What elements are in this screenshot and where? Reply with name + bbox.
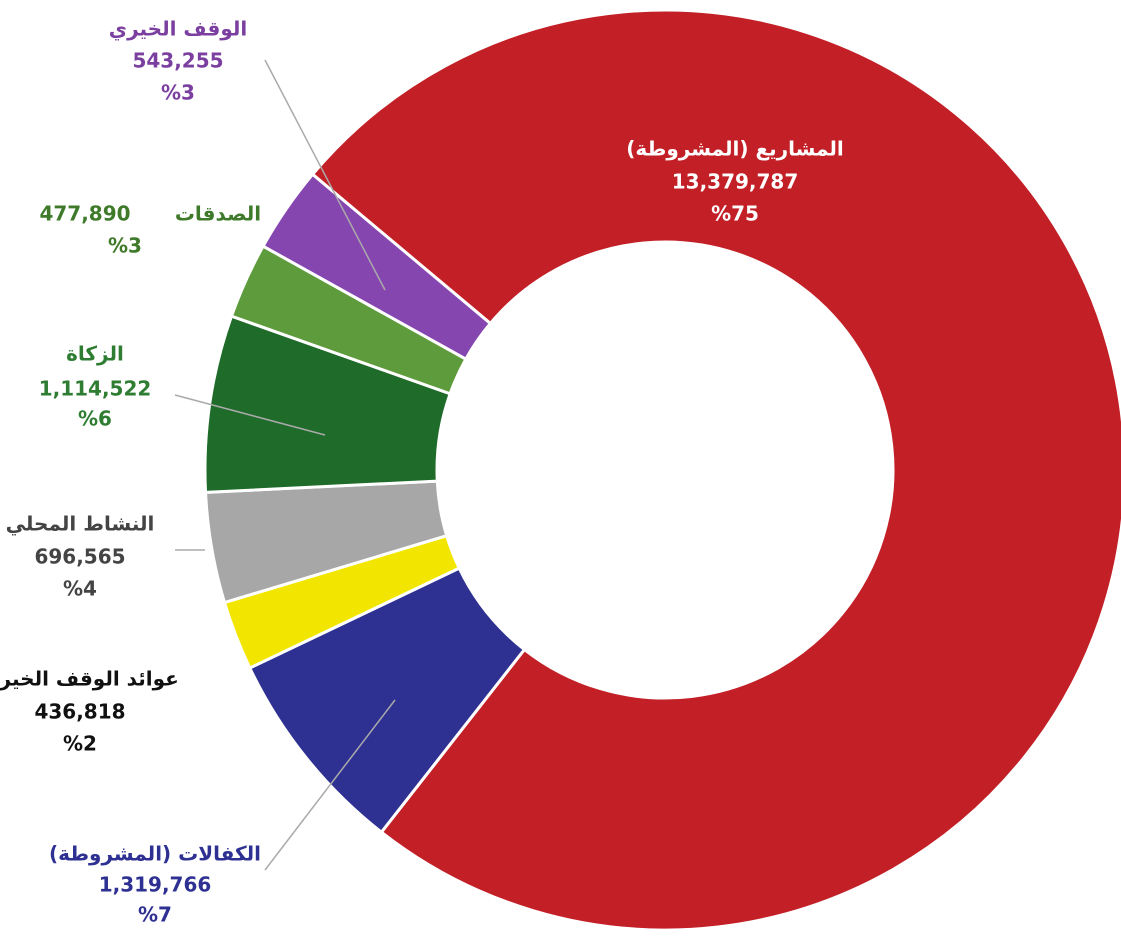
value-label: 543,255 [132,49,223,73]
percent-label: %75 [711,202,759,226]
value-label: 696,565 [34,545,125,569]
value-label: 13,379,787 [672,170,799,194]
value-label: 1,114,522 [39,377,152,401]
percent-label: %7 [138,903,172,927]
leader-line [174,394,326,436]
percent-label: %3 [108,234,142,258]
slice-name: المشاريع (المشروطة) [626,137,844,161]
slice [310,8,1121,932]
leader-line [264,699,396,871]
slice-name: الوقف الخيري [109,17,248,42]
slice-name: النشاط المحلي [6,512,155,537]
percent-label: %4 [63,577,97,601]
value-label: 1,319,766 [99,873,212,897]
slice-name: الكفالات (المشروطة) [49,842,261,866]
leader-line [264,59,386,291]
slice-name: عوائد الوقف الخيري [0,667,179,692]
value-label: 436,818 [34,700,125,724]
slice [261,172,493,362]
percent-label: %2 [63,732,97,756]
slice-name: الصدقات [175,202,261,226]
slice-name: الزكاة [66,342,124,366]
leader-lines [174,59,396,871]
percent-label: %6 [78,407,112,431]
labels: المشاريع (المشروطة) 13,379,787 %75 الكفالات… [0,17,844,927]
value-label: 477,890 [39,202,130,226]
slices [203,8,1121,932]
percent-label: %3 [161,81,195,105]
